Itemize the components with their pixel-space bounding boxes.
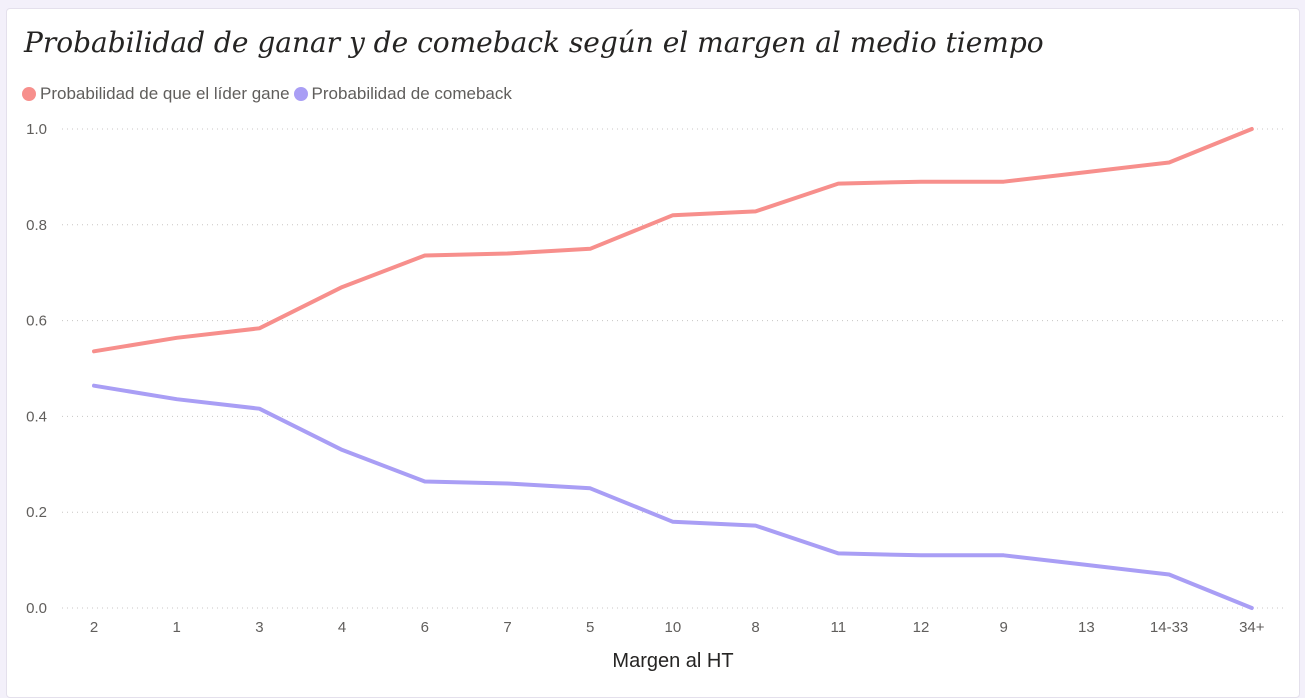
chart-legend[interactable]: Probabilidad de que el líder gane Probab… — [22, 84, 516, 104]
data-point-comeback[interactable] — [255, 405, 263, 413]
x-tick-label: 8 — [751, 619, 759, 636]
data-point-leader-wins[interactable] — [421, 251, 429, 259]
legend-label-leader-wins: Probabilidad de que el líder gane — [40, 84, 290, 103]
x-tick-label: 10 — [665, 619, 682, 636]
y-axis: 0.0 0.2 0.4 0.6 0.8 1.0 — [26, 121, 47, 617]
data-point-comeback[interactable] — [669, 518, 677, 526]
x-tick-label: 3 — [255, 619, 263, 636]
x-tick-label: 12 — [913, 619, 930, 636]
data-point-leader-wins[interactable] — [338, 283, 346, 291]
data-point-leader-wins[interactable] — [834, 180, 842, 188]
series-line-leader-wins[interactable] — [92, 127, 1254, 354]
x-tick-label: 6 — [421, 619, 429, 636]
x-tick-label: 4 — [338, 619, 346, 636]
legend-item-comeback[interactable]: Probabilidad de comeback — [293, 84, 512, 104]
data-point-leader-wins[interactable] — [173, 334, 181, 342]
data-point-comeback[interactable] — [338, 446, 346, 454]
data-point-leader-wins[interactable] — [669, 211, 677, 219]
y-tick-label: 0.6 — [26, 313, 47, 330]
series-line-comeback[interactable] — [92, 383, 1254, 610]
data-point-leader-wins[interactable] — [752, 207, 760, 215]
x-tick-label: 9 — [1000, 619, 1008, 636]
data-point-leader-wins[interactable] — [1082, 168, 1090, 176]
x-tick-label: 1 — [173, 619, 181, 636]
x-axis: 2 1 3 4 6 7 5 10 8 11 12 9 13 14-33 34+ — [90, 619, 1265, 636]
x-tick-label: 13 — [1078, 619, 1095, 636]
data-point-comeback[interactable] — [1165, 570, 1173, 578]
legend-swatch-comeback — [293, 87, 308, 101]
legend-swatch-leader-wins — [22, 87, 36, 101]
y-tick-label: 0.0 — [26, 600, 47, 617]
data-point-leader-wins[interactable] — [1165, 159, 1173, 167]
gridlines — [62, 128, 1286, 609]
series-lines[interactable] — [90, 125, 1256, 612]
x-tick-label: 14-33 — [1150, 619, 1188, 636]
x-tick-label: 34+ — [1239, 619, 1265, 636]
data-point-comeback[interactable] — [1082, 561, 1090, 569]
legend-label-comeback: Probabilidad de comeback — [311, 84, 512, 103]
data-point-leader-wins[interactable] — [1000, 178, 1008, 186]
legend-item-leader-wins[interactable]: Probabilidad de que el líder gane — [22, 84, 290, 104]
chart-title: Probabilidad de ganar y de comeback segú… — [24, 26, 1044, 59]
data-point-leader-wins[interactable] — [504, 250, 512, 258]
x-tick-label: 7 — [503, 619, 511, 636]
data-point-comeback[interactable] — [421, 478, 429, 486]
data-point-leader-wins[interactable] — [586, 245, 594, 253]
y-tick-label: 0.8 — [26, 217, 47, 234]
data-point-comeback[interactable] — [834, 549, 842, 557]
data-point-comeback[interactable] — [504, 479, 512, 487]
data-point-comeback[interactable] — [90, 382, 98, 390]
data-point-comeback[interactable] — [752, 522, 760, 530]
x-tick-label: 11 — [831, 619, 847, 636]
data-point-leader-wins[interactable] — [255, 324, 263, 332]
data-point-comeback[interactable] — [1248, 604, 1256, 612]
chart-card — [6, 8, 1300, 698]
y-tick-label: 1.0 — [26, 121, 47, 138]
x-tick-label: 2 — [90, 619, 98, 636]
data-point-leader-wins[interactable] — [1248, 125, 1256, 133]
data-point-comeback[interactable] — [1000, 551, 1008, 559]
y-tick-label: 0.4 — [26, 408, 47, 425]
data-point-leader-wins[interactable] — [917, 178, 925, 186]
data-point-comeback[interactable] — [917, 551, 925, 559]
y-tick-label: 0.2 — [26, 504, 47, 521]
data-point-comeback[interactable] — [586, 484, 594, 492]
data-point-leader-wins[interactable] — [90, 347, 98, 355]
data-point-comeback[interactable] — [173, 395, 181, 403]
x-axis-title: Margen al HT — [612, 650, 733, 672]
x-tick-label: 5 — [586, 619, 594, 636]
